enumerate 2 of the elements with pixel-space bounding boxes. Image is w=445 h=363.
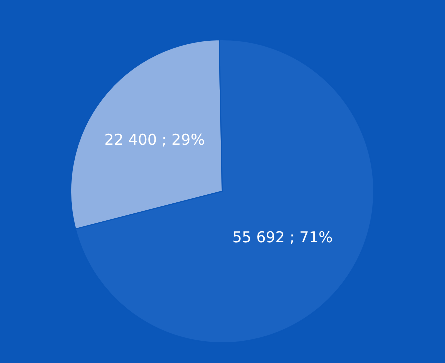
data-label: 55 692 ; 71% [232, 228, 334, 246]
data-label: 22 400 ; 29% [104, 131, 206, 150]
